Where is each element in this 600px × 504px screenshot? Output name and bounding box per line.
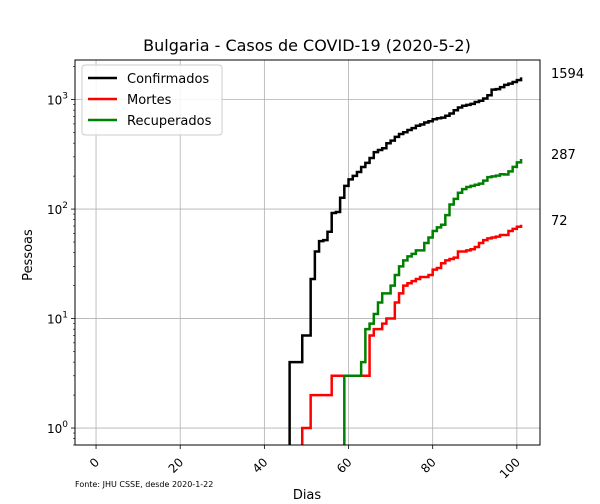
legend-box bbox=[81, 64, 223, 136]
source-note: Fonte: JHU CSSE, desde 2020-1-22 bbox=[75, 480, 213, 489]
end-label-mortes: 72 bbox=[551, 214, 568, 229]
y-tick-label: 100 bbox=[47, 420, 68, 436]
series-line-mortes bbox=[300, 224, 523, 445]
legend-label-recuperados: Recuperados bbox=[127, 114, 212, 129]
chart-title: Bulgaria - Casos de COVID-19 (2020-5-2) bbox=[143, 36, 471, 55]
y-tick-label: 101 bbox=[47, 311, 68, 327]
series-layer bbox=[288, 77, 523, 445]
y-tick-label: 103 bbox=[47, 92, 68, 108]
series-line-confirmados bbox=[288, 77, 523, 445]
legend-label-confirmados: Confirmados bbox=[127, 72, 209, 87]
end-label-recuperados: 287 bbox=[551, 148, 576, 163]
x-axis-label: Dias bbox=[293, 488, 322, 500]
grid-layer bbox=[75, 60, 540, 445]
series-line-recuperados bbox=[343, 158, 523, 445]
y-tick-label: 102 bbox=[47, 201, 68, 217]
end-label-confirmados: 1594 bbox=[551, 67, 584, 82]
legend: Confirmados Mortes Recuperados bbox=[81, 64, 223, 136]
legend-label-mortes: Mortes bbox=[127, 93, 172, 108]
y-axis-label: Pessoas bbox=[21, 229, 36, 281]
